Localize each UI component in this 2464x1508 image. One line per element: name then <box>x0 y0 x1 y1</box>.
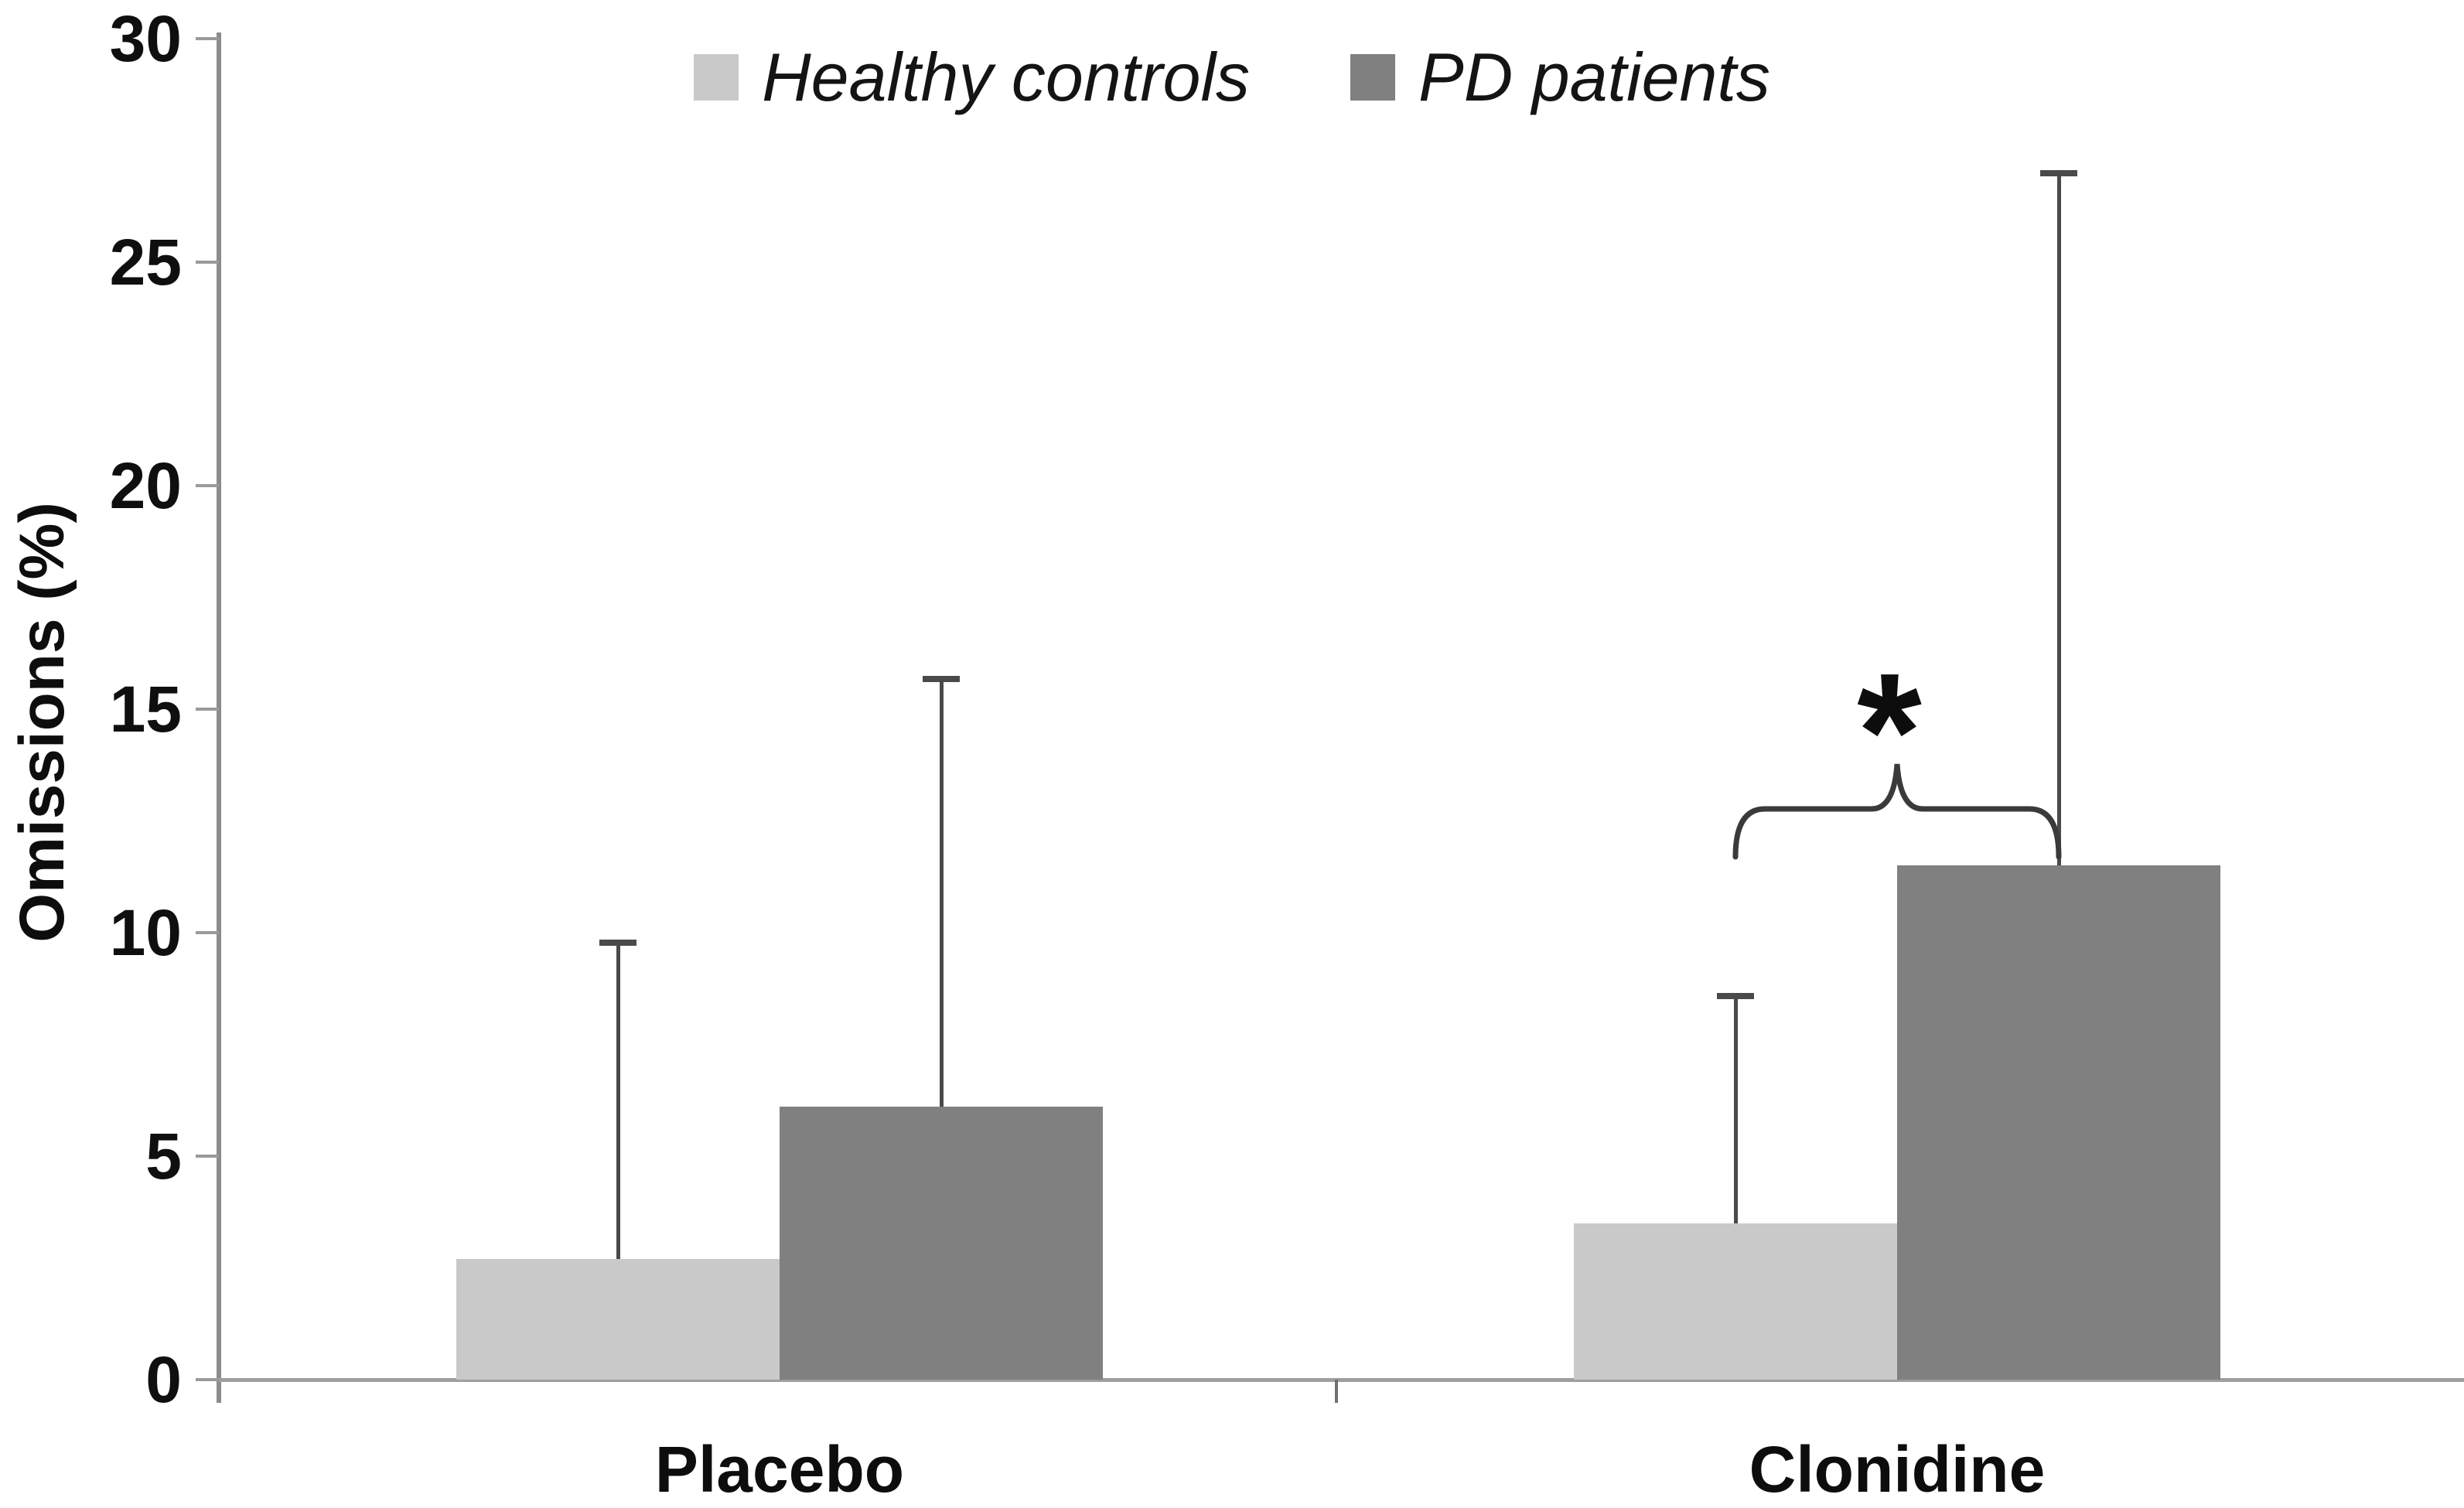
legend-item-healthy-controls: Healthy controls <box>694 37 1250 118</box>
error-bar-pd-patients-placebo <box>939 677 944 1107</box>
y-axis-line <box>217 32 221 1403</box>
y-tick-label: 5 <box>145 1120 182 1192</box>
x-axis-line <box>219 1378 2464 1382</box>
y-tick-label: 30 <box>109 2 182 75</box>
y-tick <box>196 261 219 264</box>
legend-label-healthy-controls: Healthy controls <box>762 39 1251 115</box>
legend-label-pd-patients: PD patients <box>1418 39 1770 115</box>
error-bar-cap-healthy-controls-placebo <box>599 939 636 946</box>
y-tick <box>196 484 219 487</box>
y-tick-label: 25 <box>109 226 182 299</box>
bar-pd-patients-placebo <box>780 1107 1103 1380</box>
x-tick <box>1335 1380 1338 1403</box>
y-tick <box>196 708 219 711</box>
error-bar-healthy-controls-placebo <box>616 941 620 1259</box>
legend-swatch-pd-patients <box>1350 54 1396 101</box>
error-bar-cap-pd-patients-placebo <box>923 675 960 682</box>
category-label-placebo: Placebo <box>654 1433 905 1506</box>
y-tick <box>196 37 219 40</box>
bar-pd-patients-clonidine <box>1897 865 2220 1380</box>
significance-asterisk: * <box>1857 638 1922 824</box>
y-tick <box>196 931 219 934</box>
y-tick <box>196 1155 219 1158</box>
error-bar-pd-patients-clonidine <box>2056 172 2061 866</box>
y-tick-label: 20 <box>109 449 182 522</box>
error-bar-cap-healthy-controls-clonidine <box>1717 992 1754 999</box>
legend-item-pd-patients: PD patients <box>1350 37 1770 118</box>
legend: Healthy controls PD patients <box>0 37 2464 118</box>
y-tick-label: 0 <box>145 1343 182 1416</box>
category-label-clonidine: Clonidine <box>1749 1433 2046 1506</box>
y-tick-label: 10 <box>109 896 182 969</box>
bar-healthy-controls-clonidine <box>1574 1223 1897 1380</box>
bar-healthy-controls-placebo <box>456 1258 780 1380</box>
y-tick <box>196 1378 219 1381</box>
error-bar-cap-pd-patients-clonidine <box>2040 170 2077 177</box>
y-tick-label: 15 <box>109 673 182 745</box>
error-bar-healthy-controls-clonidine <box>1733 995 1738 1223</box>
legend-swatch-healthy-controls <box>694 54 739 101</box>
